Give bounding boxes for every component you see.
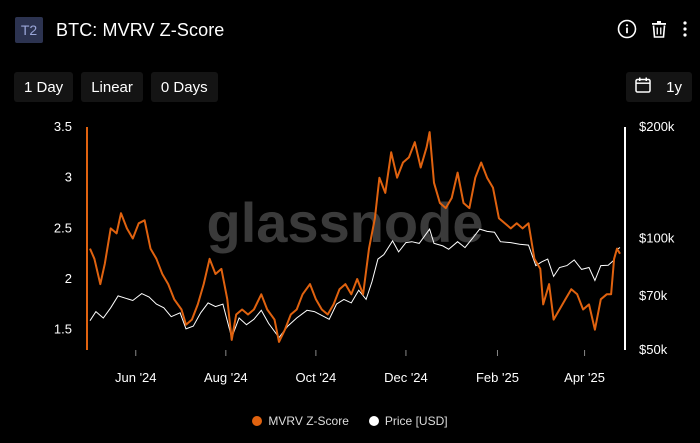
calendar-icon: [634, 76, 652, 99]
x-tick-label: Apr '25: [564, 370, 605, 385]
legend-item-price[interactable]: Price [USD]: [368, 414, 448, 428]
x-tick-label: Dec '24: [384, 370, 428, 385]
legend-swatch-price: [368, 416, 379, 426]
left-axis: 3.5 3 2.5 2 1.5: [54, 119, 72, 337]
info-icon[interactable]: [616, 18, 638, 40]
x-tick-label: Aug '24: [204, 370, 248, 385]
chart-header: T2 BTC: MVRV Z-Score: [15, 16, 224, 44]
legend: MVRV Z-Score Price [USD]: [0, 414, 700, 428]
range-label: 1y: [666, 78, 682, 96]
left-tick-label: 2: [65, 271, 72, 286]
left-tick-label: 3: [65, 170, 72, 185]
right-axis: $200k $100k $70k $50k: [639, 119, 675, 357]
header-actions: [606, 18, 690, 40]
right-tick-label: $70k: [639, 288, 668, 303]
scale-button[interactable]: Linear: [81, 72, 143, 102]
watermark: glassnode: [207, 191, 484, 254]
x-tick-label: Oct '24: [295, 370, 336, 385]
left-tick-label: 2.5: [54, 220, 72, 235]
chart-canvas: glassnode 3.5 3 2.5 2 1.5 $200k $100k $70k $50k…: [54, 119, 675, 385]
tier-badge: T2: [15, 17, 43, 43]
chart-title: BTC: MVRV Z-Score: [56, 19, 225, 40]
x-tick-label: Feb '25: [476, 370, 519, 385]
trash-icon[interactable]: [648, 18, 670, 40]
left-tick-label: 3.5: [54, 119, 72, 134]
legend-label-price: Price [USD]: [384, 414, 448, 428]
legend-swatch-zscore: [252, 416, 263, 426]
offset-button[interactable]: 0 Days: [150, 72, 218, 102]
left-tick-label: 1.5: [54, 322, 72, 337]
chart-toolbar: 1 Day Linear 0 Days: [14, 72, 226, 102]
zscore-series-line: [89, 131, 621, 343]
price-series-line: [89, 227, 621, 340]
resolution-button[interactable]: 1 Day: [14, 72, 74, 102]
legend-item-zscore[interactable]: MVRV Z-Score: [252, 414, 349, 428]
x-tick-label: Jun '24: [115, 370, 157, 385]
right-tick-label: $200k: [639, 119, 675, 134]
legend-label-zscore: MVRV Z-Score: [268, 414, 349, 428]
right-tick-label: $100k: [639, 231, 675, 246]
range-button[interactable]: 1y: [626, 72, 692, 102]
right-tick-label: $50k: [639, 342, 668, 357]
more-vertical-icon[interactable]: [680, 18, 690, 40]
x-axis: Jun '24 Aug '24 Oct '24 Dec '24 Feb '25 Apr '…: [115, 350, 605, 385]
